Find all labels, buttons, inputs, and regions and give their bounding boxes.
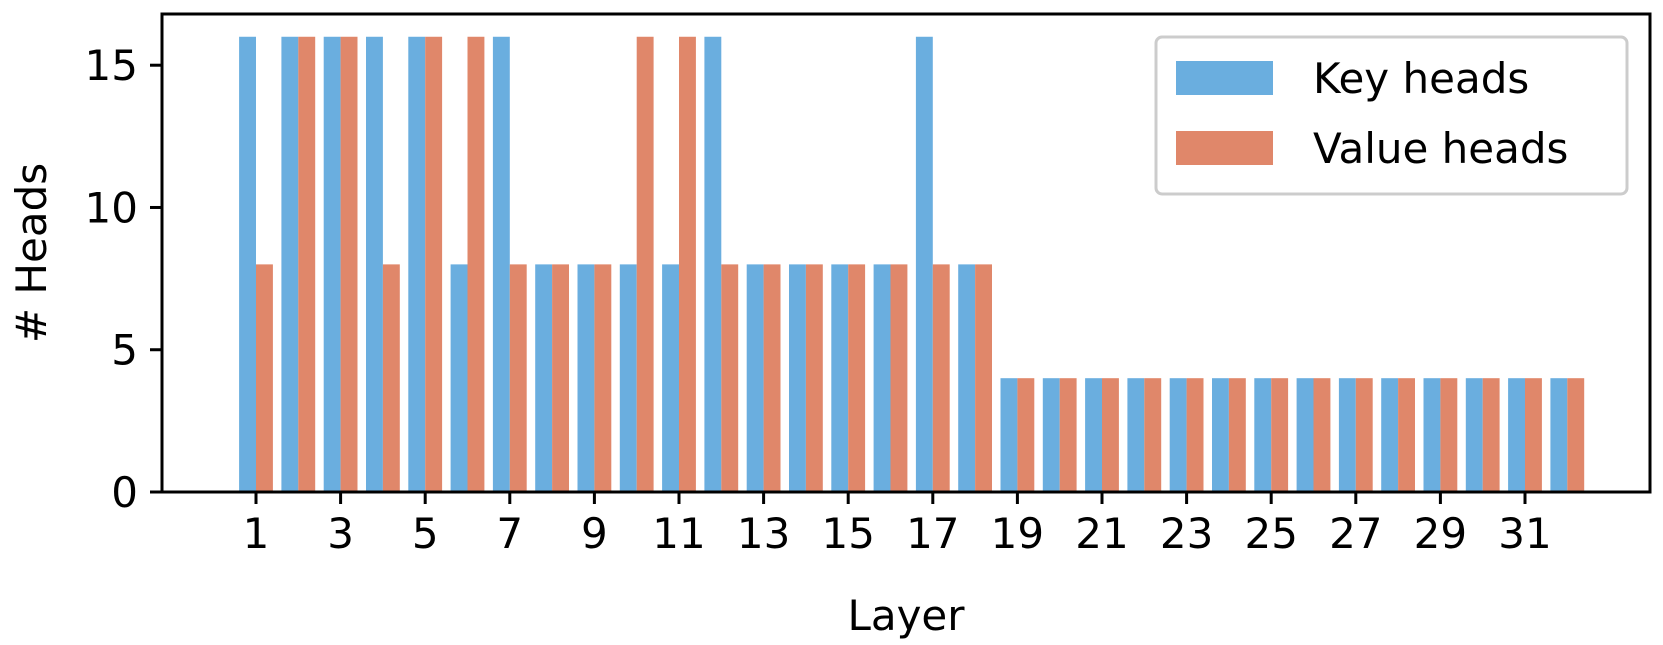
y-axis: 0 5 10 15 bbox=[85, 41, 162, 517]
bar-key-heads-layer-3 bbox=[323, 36, 341, 492]
bar-value-heads-layer-2 bbox=[298, 36, 316, 492]
bar-key-heads-layer-13 bbox=[746, 264, 764, 492]
bar-value-heads-layer-12 bbox=[721, 264, 739, 492]
bar-key-heads-layer-15 bbox=[831, 264, 849, 492]
bar-value-heads-layer-8 bbox=[552, 264, 569, 492]
bar-value-heads-layer-29 bbox=[1440, 378, 1458, 492]
x-tick-label: 21 bbox=[1075, 509, 1128, 558]
bar-value-heads-layer-7 bbox=[509, 264, 527, 492]
x-axis: 1 3 5 7 9 11 13 15 17 19 21 23 25 27 29 31 bbox=[243, 492, 1552, 558]
bar-key-heads-layer-2 bbox=[281, 36, 299, 492]
bar-value-heads-layer-27 bbox=[1355, 378, 1373, 492]
x-axis-title: Layer bbox=[847, 591, 965, 640]
bar-value-heads-layer-16 bbox=[890, 264, 908, 492]
bar-value-heads-layer-11 bbox=[679, 36, 696, 492]
x-tick-label: 9 bbox=[581, 509, 608, 558]
bar-value-heads-layer-21 bbox=[1102, 378, 1119, 492]
bar-value-heads-layer-1 bbox=[256, 264, 273, 492]
legend-swatch-value-heads bbox=[1176, 131, 1273, 165]
x-tick-label: 31 bbox=[1498, 509, 1551, 558]
bar-key-heads-layer-20 bbox=[1042, 378, 1060, 492]
x-tick-label: 27 bbox=[1329, 509, 1382, 558]
y-tick-label: 10 bbox=[85, 183, 138, 232]
x-tick-label: 29 bbox=[1414, 509, 1467, 558]
y-axis-title: # Heads bbox=[7, 163, 56, 343]
bar-value-heads-layer-22 bbox=[1144, 378, 1162, 492]
bar-value-heads-layer-19 bbox=[1017, 378, 1035, 492]
x-tick-label: 5 bbox=[412, 509, 439, 558]
y-tick-label: 15 bbox=[85, 41, 138, 90]
bar-value-heads-layer-23 bbox=[1186, 378, 1204, 492]
bar-key-heads-layer-23 bbox=[1169, 378, 1187, 492]
x-tick-label: 17 bbox=[906, 509, 959, 558]
bar-key-heads-layer-18 bbox=[958, 264, 976, 492]
bar-key-heads-layer-12 bbox=[704, 36, 722, 492]
bar-value-heads-layer-25 bbox=[1271, 378, 1289, 492]
bar-key-heads-layer-32 bbox=[1550, 378, 1568, 492]
bar-key-heads-layer-10 bbox=[619, 264, 637, 492]
bar-key-heads-layer-11 bbox=[662, 264, 679, 492]
bar-key-heads-layer-7 bbox=[492, 36, 510, 492]
bar-value-heads-layer-32 bbox=[1567, 378, 1585, 492]
legend-label-key-heads: Key heads bbox=[1313, 54, 1529, 103]
bar-value-heads-layer-31 bbox=[1525, 378, 1542, 492]
bar-key-heads-layer-1 bbox=[239, 36, 256, 492]
bar-value-heads-layer-28 bbox=[1398, 378, 1415, 492]
bar-value-heads-layer-26 bbox=[1313, 378, 1331, 492]
bar-key-heads-layer-14 bbox=[789, 264, 806, 492]
legend-label-value-heads: Value heads bbox=[1313, 124, 1568, 173]
bar-key-heads-layer-5 bbox=[408, 36, 426, 492]
legend-swatch-key-heads bbox=[1176, 61, 1273, 95]
bar-value-heads-layer-4 bbox=[382, 264, 400, 492]
bar-key-heads-layer-9 bbox=[577, 264, 595, 492]
bar-key-heads-layer-24 bbox=[1212, 378, 1229, 492]
bar-key-heads-layer-22 bbox=[1127, 378, 1145, 492]
bar-value-heads-layer-10 bbox=[636, 36, 654, 492]
bars-group bbox=[239, 36, 1585, 492]
bar-value-heads-layer-5 bbox=[425, 36, 443, 492]
bar-value-heads-layer-6 bbox=[467, 36, 485, 492]
bar-key-heads-layer-8 bbox=[535, 264, 553, 492]
plot-frame bbox=[160, 12, 1652, 494]
bar-key-heads-layer-28 bbox=[1381, 378, 1399, 492]
bar-value-heads-layer-14 bbox=[805, 264, 823, 492]
bar-value-heads-layer-13 bbox=[763, 264, 781, 492]
bar-value-heads-layer-15 bbox=[848, 264, 866, 492]
x-tick-label: 15 bbox=[821, 509, 874, 558]
bar-key-heads-layer-31 bbox=[1508, 378, 1525, 492]
bar-value-heads-layer-9 bbox=[594, 264, 612, 492]
bar-key-heads-layer-16 bbox=[873, 264, 891, 492]
legend-box bbox=[1154, 35, 1629, 196]
bar-key-heads-layer-17 bbox=[915, 36, 933, 492]
bar-value-heads-layer-3 bbox=[340, 36, 358, 492]
x-tick-label: 1 bbox=[243, 509, 270, 558]
bar-key-heads-layer-26 bbox=[1296, 378, 1314, 492]
bar-key-heads-layer-25 bbox=[1254, 378, 1272, 492]
x-tick-label: 25 bbox=[1244, 509, 1297, 558]
bar-key-heads-layer-27 bbox=[1338, 378, 1356, 492]
x-tick-label: 7 bbox=[496, 509, 523, 558]
bar-key-heads-layer-21 bbox=[1085, 378, 1102, 492]
bar-key-heads-layer-30 bbox=[1465, 378, 1483, 492]
bar-key-heads-layer-19 bbox=[1000, 378, 1018, 492]
x-tick-label: 11 bbox=[652, 509, 705, 558]
x-tick-label: 19 bbox=[991, 509, 1044, 558]
bar-value-heads-layer-24 bbox=[1228, 378, 1246, 492]
bar-value-heads-layer-20 bbox=[1059, 378, 1077, 492]
x-tick-label: 3 bbox=[327, 509, 354, 558]
bar-value-heads-layer-17 bbox=[932, 264, 950, 492]
bar-value-heads-layer-30 bbox=[1482, 378, 1500, 492]
bar-value-heads-layer-18 bbox=[975, 264, 992, 492]
legend: Key heads Value heads bbox=[1154, 35, 1629, 196]
y-tick-label: 5 bbox=[111, 326, 138, 375]
y-tick-label: 0 bbox=[111, 468, 138, 517]
x-tick-label: 23 bbox=[1160, 509, 1213, 558]
bar-key-heads-layer-6 bbox=[450, 264, 468, 492]
bar-key-heads-layer-4 bbox=[366, 36, 383, 492]
x-tick-label: 13 bbox=[737, 509, 790, 558]
bar-key-heads-layer-29 bbox=[1423, 378, 1441, 492]
